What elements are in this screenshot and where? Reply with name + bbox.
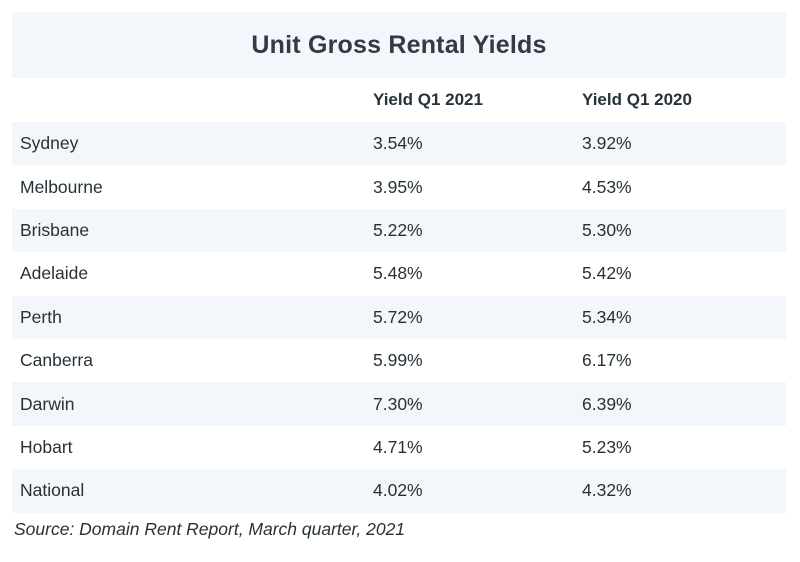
cell-yield-q1-2020: 5.42% [582,263,632,284]
cell-yield-q1-2020: 4.32% [582,480,632,501]
table-header-row: Yield Q1 2021 Yield Q1 2020 [12,78,786,122]
source-note: Source: Domain Rent Report, March quarte… [14,519,406,539]
table-body: Sydney 3.54% 3.92% Melbourne 3.95% 4.53% Brisb… [12,122,786,513]
table-row: Hobart 4.71% 5.23% [12,426,786,469]
cell-yield-q1-2021: 5.22% [373,219,423,240]
table-row: Brisbane 5.22% 5.30% [12,208,786,253]
cell-yield-q1-2021: 3.54% [373,133,423,154]
title-bar: Unit Gross Rental Yields [12,12,786,78]
cell-yield-q1-2021: 3.95% [373,176,423,197]
cell-city: Sydney [20,133,79,154]
cell-city: Brisbane [20,219,90,240]
cell-city: National [20,480,85,501]
cell-yield-q1-2020: 6.39% [582,393,632,414]
cell-yield-q1-2020: 3.92% [582,133,632,154]
cell-city: Canberra [20,350,93,371]
cell-yield-q1-2021: 5.99% [373,350,423,371]
table-title: Unit Gross Rental Yields [251,30,547,59]
table-row: Perth 5.72% 5.34% [12,295,786,339]
cell-yield-q1-2021: 5.48% [373,263,423,284]
cell-city: Hobart [20,436,73,457]
table-row: Adelaide 5.48% 5.42% [12,252,786,295]
cell-city: Darwin [20,393,75,414]
cell-yield-q1-2020: 4.53% [582,176,632,197]
yields-table: Yield Q1 2021 Yield Q1 2020 Sydney 3.54% 3… [12,78,786,513]
cell-yield-q1-2021: 7.30% [373,393,423,414]
table-row: Melbourne 3.95% 4.53% [12,165,786,208]
cell-yield-q1-2021: 5.72% [373,306,423,327]
cell-yield-q1-2020: 5.34% [582,306,632,327]
cell-yield-q1-2020: 5.23% [582,436,632,457]
cell-yield-q1-2021: 4.71% [373,436,423,457]
table-row: National 4.02% 4.32% [12,469,786,513]
table-row: Darwin 7.30% 6.39% [12,382,786,426]
cell-city: Adelaide [20,263,89,284]
cell-yield-q1-2021: 4.02% [373,480,423,501]
header-yield-q1-2020: Yield Q1 2020 [582,90,692,109]
table-row: Sydney 3.54% 3.92% [12,122,786,166]
cell-city: Melbourne [20,176,103,197]
cell-city: Perth [20,306,62,327]
cell-yield-q1-2020: 6.17% [582,350,632,371]
cell-yield-q1-2020: 5.30% [582,219,632,240]
header-yield-q1-2021: Yield Q1 2021 [373,90,483,109]
table-row: Canberra 5.99% 6.17% [12,339,786,382]
